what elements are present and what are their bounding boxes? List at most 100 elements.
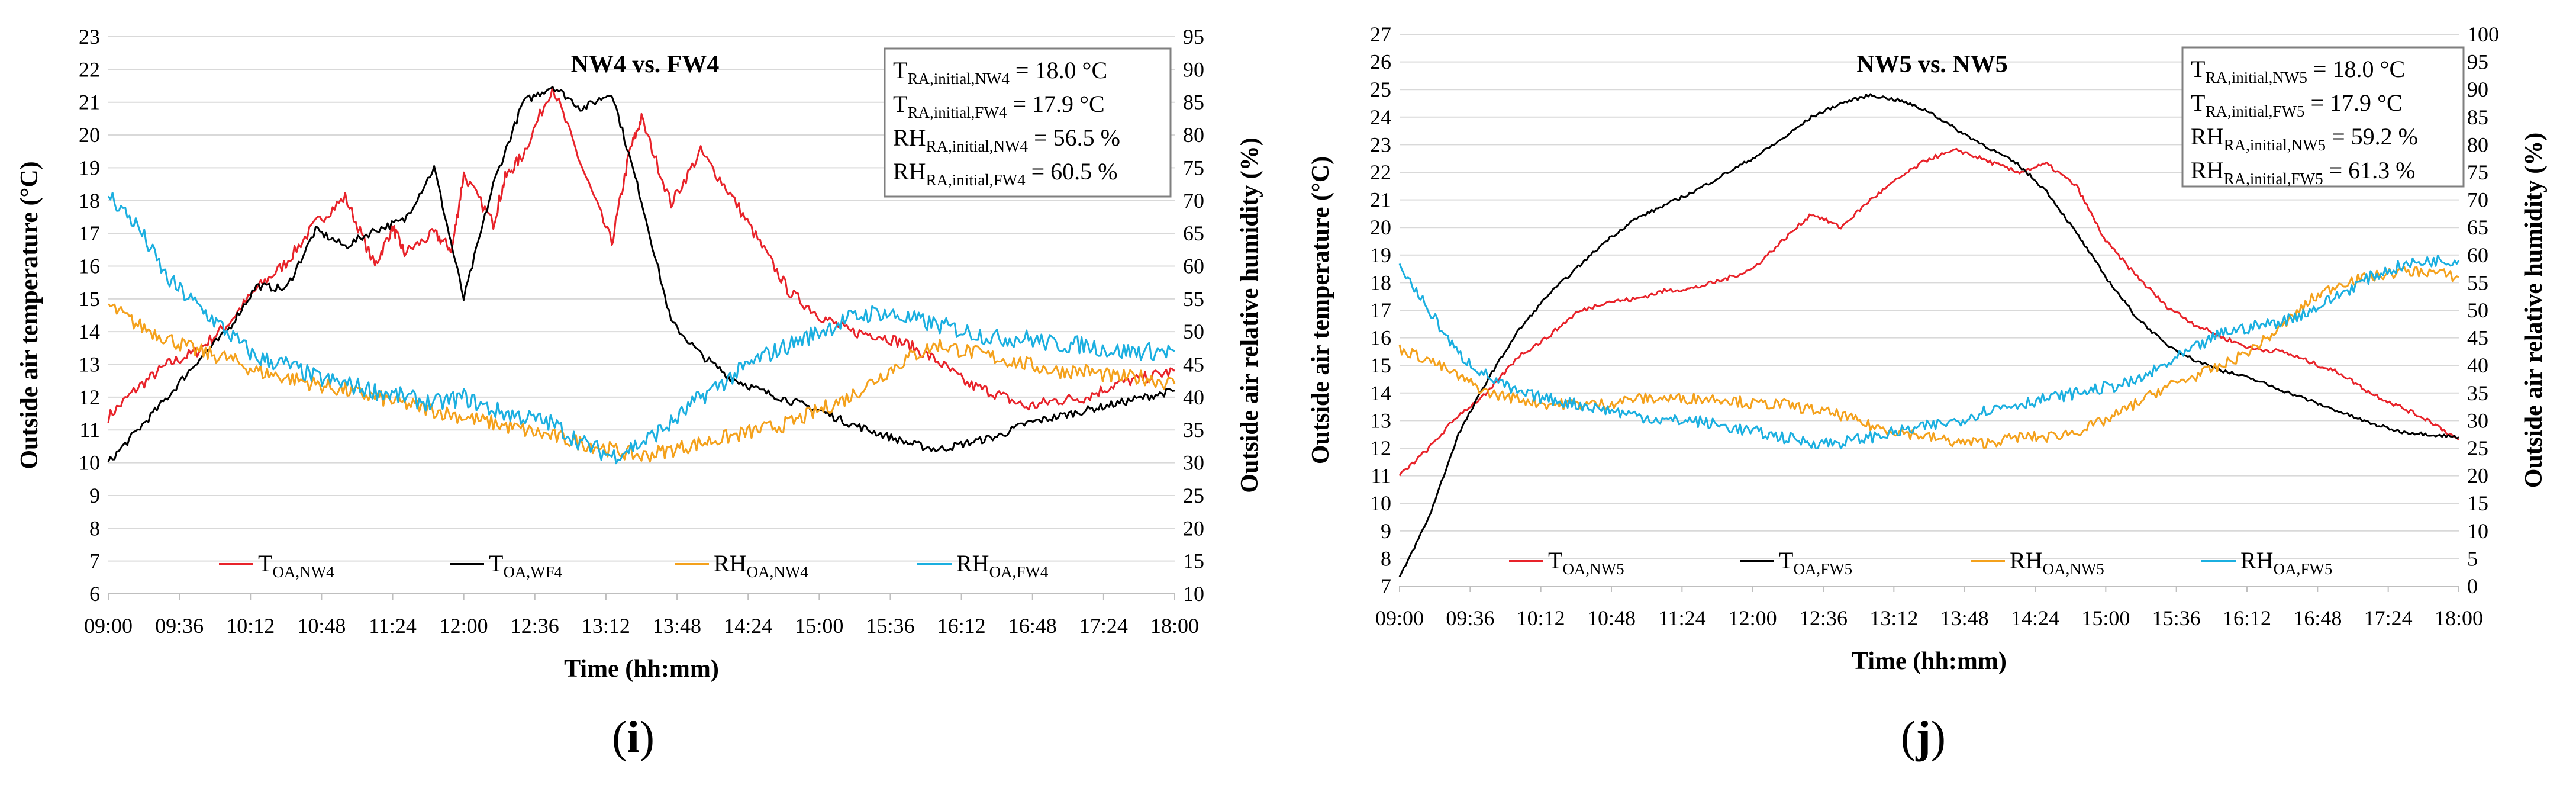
y-right-tick-label: 20: [1183, 516, 1204, 540]
y-right-tick-label: 25: [1183, 484, 1204, 507]
y-right-tick-label: 10: [1183, 582, 1204, 606]
x-tick-label: 16:48: [1008, 614, 1057, 638]
y-left-tick-label: 7: [1381, 574, 1391, 598]
y-right-tick-label: 80: [2467, 133, 2488, 156]
y-right-tick-label: 40: [1183, 385, 1204, 409]
x-tick-label: 09:00: [84, 614, 133, 638]
info-box-line-main: RH: [893, 158, 926, 185]
legend-label-subscript: OA,WF4: [503, 563, 562, 581]
info-box-line-value: = 60.5 %: [1026, 158, 1118, 185]
y-left-tick-label: 14: [79, 320, 100, 343]
y-left-tick-label: 25: [1370, 78, 1391, 101]
y-right-tick-label: 20: [2467, 464, 2488, 488]
legend-label: RHOA,NW5: [2010, 547, 2104, 578]
y-left-tick-label: 8: [1381, 546, 1391, 570]
x-tick-label: 11:24: [1658, 606, 1706, 630]
panel-label: (i): [612, 712, 655, 762]
legend-label: RHOA,FW5: [2240, 547, 2332, 578]
y-left-tick-label: 23: [79, 25, 100, 49]
chart-panel-j: 7 8 9 10 11 12 13 14 15 16 17 18 19 20 21 22 23 24 25 26 27 0…: [1307, 22, 2548, 762]
info-box-line-main: T: [2191, 89, 2205, 116]
x-axis-title: Time (hh:mm): [564, 655, 719, 683]
y-left-tick-label: 12: [79, 385, 100, 409]
y-right-tick-label: 60: [2467, 243, 2488, 267]
info-box-line-main: T: [893, 57, 907, 83]
y-right-tick-label: 25: [2467, 436, 2488, 460]
x-tick-label: 13:48: [653, 614, 701, 638]
y-right-tick-label: 15: [2467, 491, 2488, 515]
y-right-tick-label: 0: [2467, 574, 2478, 598]
info-box-line-main: RH: [893, 124, 926, 151]
info-box-line-value: = 17.9 °C: [2304, 89, 2402, 116]
y-right-tick-label: 80: [1183, 123, 1204, 147]
info-box-line-value: = 18.0 °C: [1010, 57, 1107, 83]
info-box-line-value: = 17.9 °C: [1007, 91, 1104, 117]
x-tick-label: 17:24: [2364, 606, 2413, 630]
y-left-tick-label: 16: [1370, 326, 1391, 350]
y-left-tick-label: 17: [79, 221, 100, 245]
x-tick-label: 10:12: [1517, 606, 1565, 630]
y-right-axis-title: Outside air relative humidity (%): [2520, 133, 2548, 488]
x-tick-label: 12:00: [1729, 606, 1777, 630]
y-left-tick-label: 21: [1370, 188, 1391, 212]
info-box-line-subscript: RA,initial,NW5: [2205, 69, 2307, 86]
series-line-RH_OA,FW5: [1398, 255, 2460, 450]
x-tick-label: 12:36: [1799, 606, 1848, 630]
info-box-line-subscript: RA,initial,FW4: [907, 104, 1007, 121]
y-right-tick-label: 65: [2467, 216, 2488, 239]
panel-letter: j: [1915, 712, 1930, 762]
x-tick-label: 12:36: [511, 614, 559, 638]
chart-title: NW5 vs. NW5: [1856, 51, 2008, 78]
y-left-tick-label: 19: [79, 156, 100, 179]
y-left-tick-label: 7: [89, 549, 100, 573]
y-right-tick-label: 10: [2467, 519, 2488, 543]
x-tick-label: 10:48: [1587, 606, 1636, 630]
y-right-tick-label: 30: [2467, 409, 2488, 432]
x-tick-label: 09:00: [1375, 606, 1424, 630]
legend-label: TOA,NW4: [258, 550, 334, 581]
legend-label-main: RH: [714, 550, 747, 577]
legend-label-subscript: OA,NW4: [747, 563, 809, 581]
y-right-tick-label: 60: [1183, 254, 1204, 278]
y-right-tick-label: 55: [1183, 287, 1204, 311]
y-left-tick-label: 10: [79, 451, 100, 475]
y-left-tick-label: 22: [1370, 160, 1391, 184]
legend-label: TOA,WF4: [489, 550, 563, 581]
y-left-tick-label: 17: [1370, 298, 1391, 322]
y-left-tick-label: 10: [1370, 491, 1391, 515]
y-right-tick-label: 5: [2467, 546, 2478, 570]
legend-label-subscript: OA,NW5: [1562, 560, 1624, 578]
y-left-tick-label: 6: [89, 582, 100, 606]
x-tick-label: 13:48: [1940, 606, 1989, 630]
y-left-tick-label: 14: [1370, 381, 1391, 405]
x-tick-label: 13:12: [582, 614, 630, 638]
info-box-line-value: = 61.3 %: [2323, 157, 2416, 184]
y-left-tick-label: 27: [1370, 22, 1391, 46]
y-right-tick-label: 95: [2467, 50, 2488, 74]
info-box-line-main: T: [2191, 56, 2205, 82]
legend-label-main: T: [1779, 547, 1793, 574]
x-tick-label: 10:48: [297, 614, 346, 638]
y-left-tick-label: 18: [1370, 271, 1391, 294]
info-box-line: RHRA,initial,FW5 = 61.3 %: [2191, 157, 2415, 188]
series-line-RH_OA,NW5: [1398, 266, 2459, 449]
info-box-line: TRA,initial,FW5 = 17.9 °C: [2191, 89, 2403, 120]
x-tick-label: 09:36: [155, 614, 204, 638]
x-tick-label: 12:00: [440, 614, 488, 638]
y-right-tick-label: 70: [1183, 189, 1204, 213]
y-right-tick-label: 90: [2467, 78, 2488, 101]
y-right-tick-label: 75: [1183, 156, 1204, 179]
y-left-axis-title: Outside air temperature (°C): [1307, 156, 1334, 464]
x-tick-label: 15:00: [2081, 606, 2130, 630]
y-left-tick-label: 9: [89, 484, 100, 507]
series-line-T_OA,WF4: [107, 86, 1175, 463]
info-box-line: TRA,initial,NW5 = 18.0 °C: [2191, 56, 2405, 86]
x-tick-label: 16:48: [2293, 606, 2342, 630]
y-right-tick-label: 50: [1183, 320, 1204, 343]
info-box-line-value: = 59.2 %: [2326, 123, 2418, 150]
x-tick-label: 16:12: [2223, 606, 2271, 630]
y-right-tick-label: 40: [2467, 353, 2488, 377]
legend-label: RHOA,NW4: [714, 550, 808, 581]
y-left-tick-label: 12: [1370, 436, 1391, 460]
y-left-tick-label: 9: [1381, 519, 1391, 543]
